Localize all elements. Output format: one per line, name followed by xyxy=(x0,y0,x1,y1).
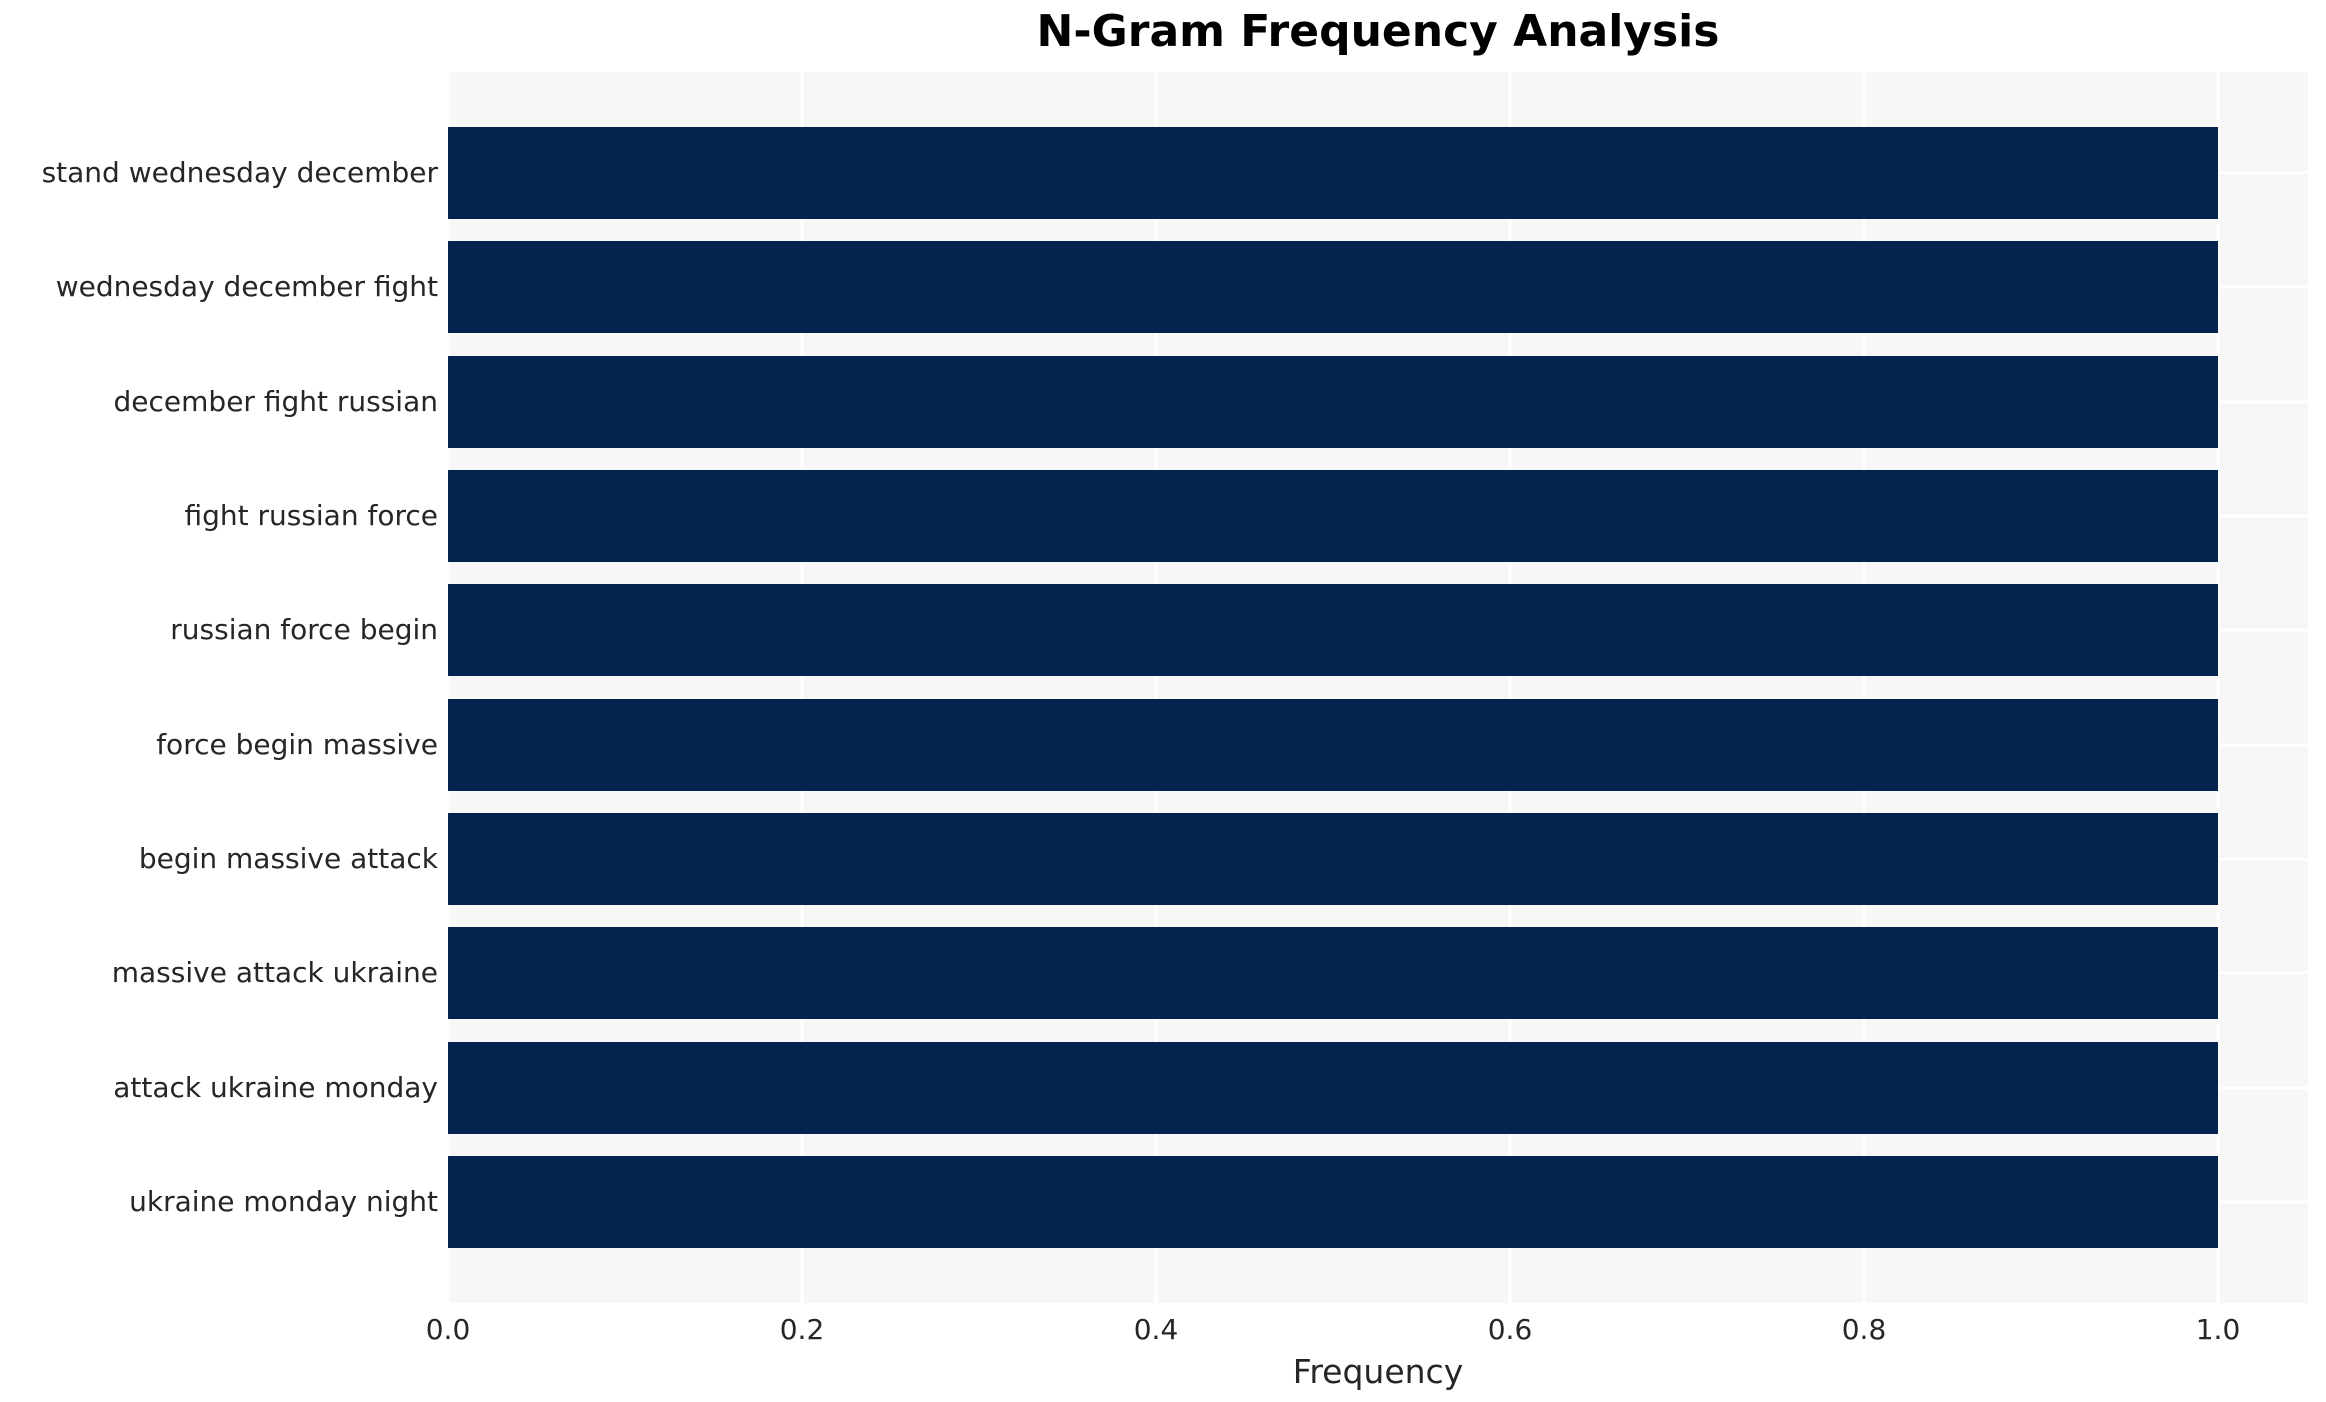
gridline-vertical xyxy=(1508,72,1512,1303)
x-tick-label: 0.8 xyxy=(1841,1313,1887,1346)
x-axis-label: Frequency xyxy=(1292,1352,1464,1391)
y-tick-label: december fight russian xyxy=(113,384,438,418)
y-tick-label: stand wednesday december xyxy=(41,156,438,189)
gridline-vertical xyxy=(446,72,450,1303)
bar xyxy=(448,1155,2218,1248)
chart-title: N-Gram Frequency Analysis xyxy=(1036,6,1720,57)
bar xyxy=(448,355,2218,448)
bar xyxy=(448,1041,2218,1134)
y-tick-label: russian force begin xyxy=(170,613,438,647)
x-tick-label: 0.4 xyxy=(1133,1313,1179,1346)
y-tick-label: begin massive attack xyxy=(138,841,438,875)
bar xyxy=(448,241,2218,334)
y-tick-label: attack ukraine monday xyxy=(113,1070,438,1104)
x-tick-label: 1.0 xyxy=(2195,1313,2241,1346)
x-tick-label: 0.0 xyxy=(425,1313,471,1346)
x-tick-label: 0.6 xyxy=(1487,1313,1533,1346)
bar xyxy=(448,127,2218,219)
bar xyxy=(448,698,2218,791)
bar xyxy=(448,927,2218,1020)
gridline-vertical xyxy=(1154,72,1158,1303)
bar xyxy=(448,469,2218,562)
y-tick-label: ukraine monday night xyxy=(129,1184,438,1218)
gridline-vertical xyxy=(2216,72,2220,1303)
plot-area xyxy=(446,72,2308,1303)
gridline-vertical xyxy=(800,72,804,1303)
x-tick-label: 0.2 xyxy=(779,1313,825,1346)
y-tick-label: massive attack ukraine xyxy=(111,956,438,990)
bar xyxy=(448,584,2218,677)
y-tick-label: force begin massive xyxy=(156,727,438,761)
y-tick-label: wednesday december fight xyxy=(55,270,438,304)
gridline-vertical xyxy=(1862,72,1866,1303)
bar xyxy=(448,812,2218,905)
y-tick-label: fight russian force xyxy=(184,498,438,532)
